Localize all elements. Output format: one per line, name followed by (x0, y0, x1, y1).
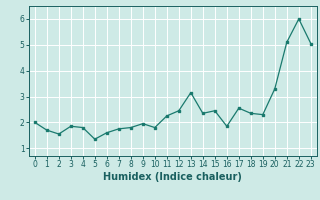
X-axis label: Humidex (Indice chaleur): Humidex (Indice chaleur) (103, 172, 242, 182)
